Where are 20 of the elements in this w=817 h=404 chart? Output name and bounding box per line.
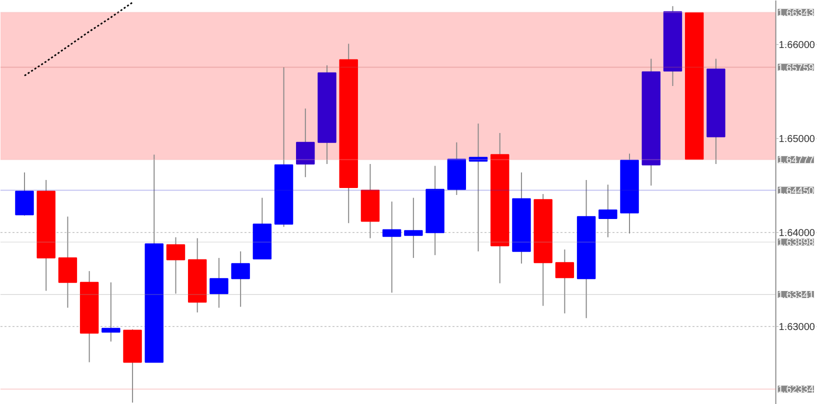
y-tick-label: 1.65000 — [778, 134, 816, 146]
candlestick — [102, 282, 120, 342]
candlestick — [231, 250, 250, 308]
candlestick — [468, 123, 488, 252]
candlestick — [15, 172, 34, 216]
ref-line-label: 1.64450 — [778, 186, 814, 197]
candlestick — [296, 108, 315, 178]
ref-line-label: 1.66343 — [778, 8, 814, 19]
candlestick — [404, 197, 423, 258]
y-tick-label: 1.66000 — [778, 40, 816, 52]
y-tick-label: 1.64000 — [778, 228, 816, 240]
ref-line-label: 1.63341 — [778, 290, 814, 301]
candlestick — [210, 257, 228, 308]
candlestick — [382, 201, 402, 294]
candlestick — [598, 184, 618, 238]
candlestick — [166, 236, 186, 294]
line-series — [24, 2, 134, 76]
candlestick — [555, 248, 574, 314]
y-tick-label: 1.63000 — [778, 322, 816, 334]
ref-line-label: 1.65759 — [778, 62, 814, 74]
